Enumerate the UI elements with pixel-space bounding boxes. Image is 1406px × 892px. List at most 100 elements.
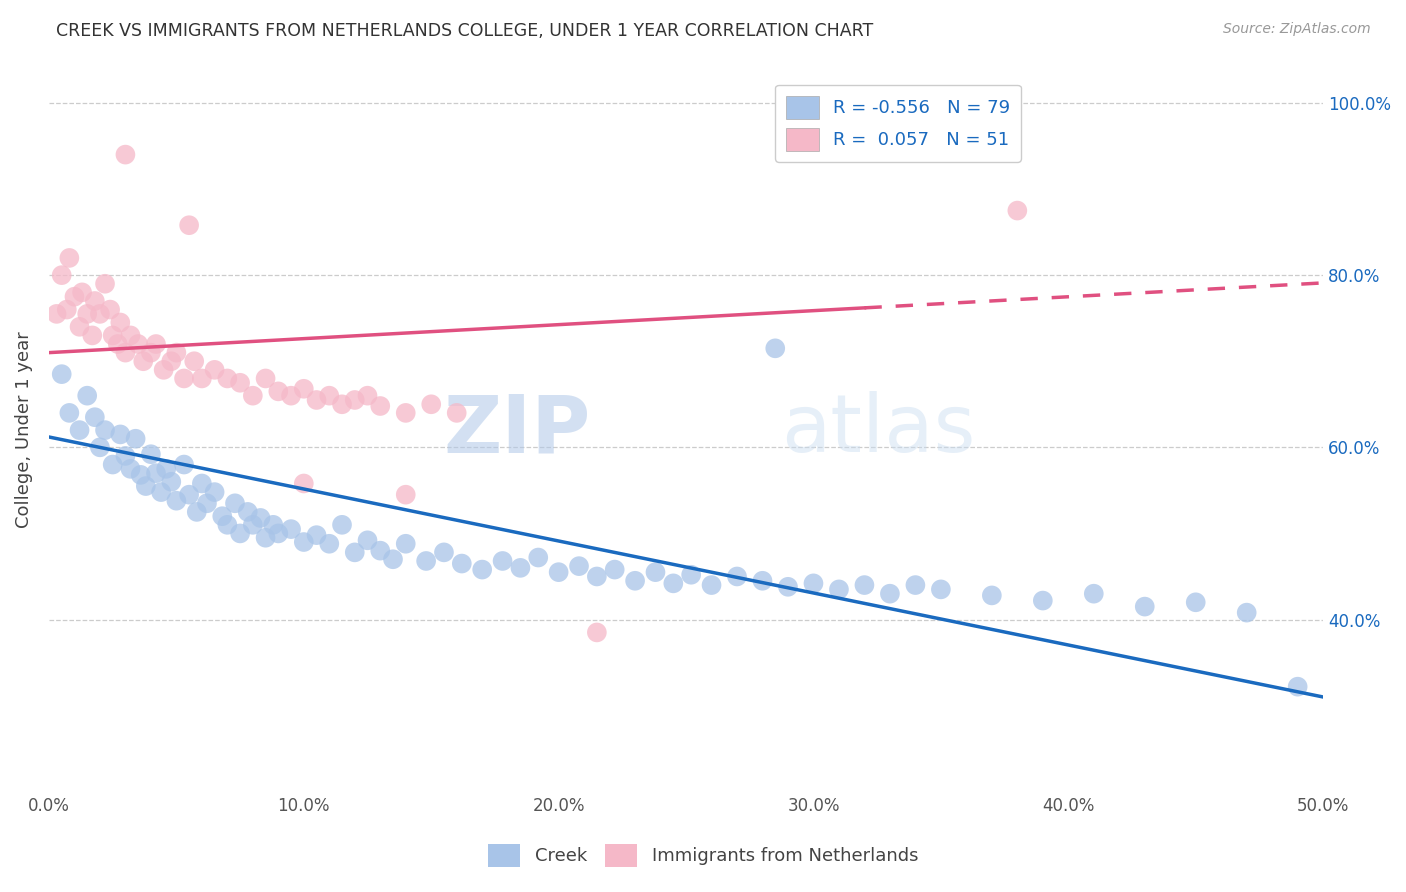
Text: ZIP: ZIP bbox=[443, 391, 591, 469]
Point bbox=[681, 567, 703, 582]
Point bbox=[450, 557, 472, 571]
Point bbox=[603, 563, 626, 577]
Point bbox=[224, 496, 246, 510]
Point bbox=[70, 285, 93, 300]
Text: Source: ZipAtlas.com: Source: ZipAtlas.com bbox=[1223, 22, 1371, 37]
Point bbox=[318, 389, 340, 403]
Point bbox=[292, 476, 315, 491]
Point bbox=[127, 337, 149, 351]
Point bbox=[1286, 680, 1309, 694]
Point bbox=[242, 517, 264, 532]
Point bbox=[254, 531, 277, 545]
Point bbox=[292, 535, 315, 549]
Point bbox=[76, 389, 98, 403]
Point bbox=[330, 397, 353, 411]
Point bbox=[356, 389, 378, 403]
Point bbox=[69, 423, 91, 437]
Point bbox=[211, 509, 233, 524]
Point bbox=[152, 363, 174, 377]
Point bbox=[305, 528, 328, 542]
Point bbox=[343, 392, 366, 407]
Point bbox=[433, 545, 456, 559]
Point bbox=[165, 345, 187, 359]
Point bbox=[107, 337, 129, 351]
Point bbox=[527, 550, 550, 565]
Point bbox=[51, 367, 73, 381]
Point bbox=[110, 427, 132, 442]
Point bbox=[56, 302, 79, 317]
Point bbox=[89, 440, 111, 454]
Point bbox=[165, 493, 187, 508]
Point bbox=[1236, 606, 1258, 620]
Point bbox=[155, 462, 177, 476]
Point bbox=[94, 277, 117, 291]
Point bbox=[114, 345, 136, 359]
Point bbox=[1184, 595, 1206, 609]
Point bbox=[415, 554, 437, 568]
Point bbox=[700, 578, 723, 592]
Point bbox=[114, 449, 136, 463]
Point bbox=[305, 392, 328, 407]
Point bbox=[83, 293, 105, 308]
Point bbox=[249, 511, 271, 525]
Point bbox=[145, 466, 167, 480]
Point bbox=[395, 488, 418, 502]
Point bbox=[98, 302, 121, 317]
Point bbox=[124, 432, 146, 446]
Legend: Creek, Immigrants from Netherlands: Creek, Immigrants from Netherlands bbox=[481, 837, 925, 874]
Point bbox=[191, 371, 214, 385]
Point bbox=[356, 533, 378, 548]
Point bbox=[343, 545, 366, 559]
Point bbox=[624, 574, 647, 588]
Point bbox=[330, 517, 353, 532]
Point bbox=[101, 328, 124, 343]
Point bbox=[51, 268, 73, 282]
Point bbox=[150, 485, 173, 500]
Legend: R = -0.556   N = 79, R =  0.057   N = 51: R = -0.556 N = 79, R = 0.057 N = 51 bbox=[775, 85, 1021, 161]
Text: CREEK VS IMMIGRANTS FROM NETHERLANDS COLLEGE, UNDER 1 YEAR CORRELATION CHART: CREEK VS IMMIGRANTS FROM NETHERLANDS COL… bbox=[56, 22, 873, 40]
Point bbox=[179, 488, 201, 502]
Point bbox=[254, 371, 277, 385]
Point bbox=[395, 406, 418, 420]
Point bbox=[120, 328, 142, 343]
Point bbox=[101, 458, 124, 472]
Point bbox=[1007, 203, 1029, 218]
Point bbox=[89, 307, 111, 321]
Point bbox=[267, 384, 290, 399]
Point bbox=[568, 559, 591, 574]
Point bbox=[129, 467, 152, 482]
Point bbox=[1083, 587, 1105, 601]
Point bbox=[491, 554, 513, 568]
Point bbox=[217, 517, 239, 532]
Point bbox=[547, 565, 569, 579]
Point bbox=[139, 447, 162, 461]
Point bbox=[586, 625, 609, 640]
Point bbox=[662, 576, 685, 591]
Y-axis label: College, Under 1 year: College, Under 1 year bbox=[15, 332, 32, 528]
Point bbox=[382, 552, 405, 566]
Point bbox=[776, 580, 799, 594]
Point bbox=[58, 251, 80, 265]
Point bbox=[644, 565, 666, 579]
Point bbox=[135, 479, 157, 493]
Point bbox=[292, 382, 315, 396]
Point bbox=[509, 561, 531, 575]
Point bbox=[229, 526, 252, 541]
Point bbox=[82, 328, 104, 343]
Text: atlas: atlas bbox=[782, 391, 976, 469]
Point bbox=[1133, 599, 1156, 614]
Point bbox=[242, 389, 264, 403]
Point bbox=[58, 406, 80, 420]
Point bbox=[471, 563, 494, 577]
Point bbox=[145, 337, 167, 351]
Point bbox=[725, 569, 748, 583]
Point bbox=[828, 582, 851, 597]
Point bbox=[139, 345, 162, 359]
Point bbox=[195, 496, 218, 510]
Point bbox=[83, 410, 105, 425]
Point bbox=[76, 307, 98, 321]
Point bbox=[929, 582, 952, 597]
Point bbox=[173, 458, 195, 472]
Point bbox=[132, 354, 155, 368]
Point bbox=[114, 147, 136, 161]
